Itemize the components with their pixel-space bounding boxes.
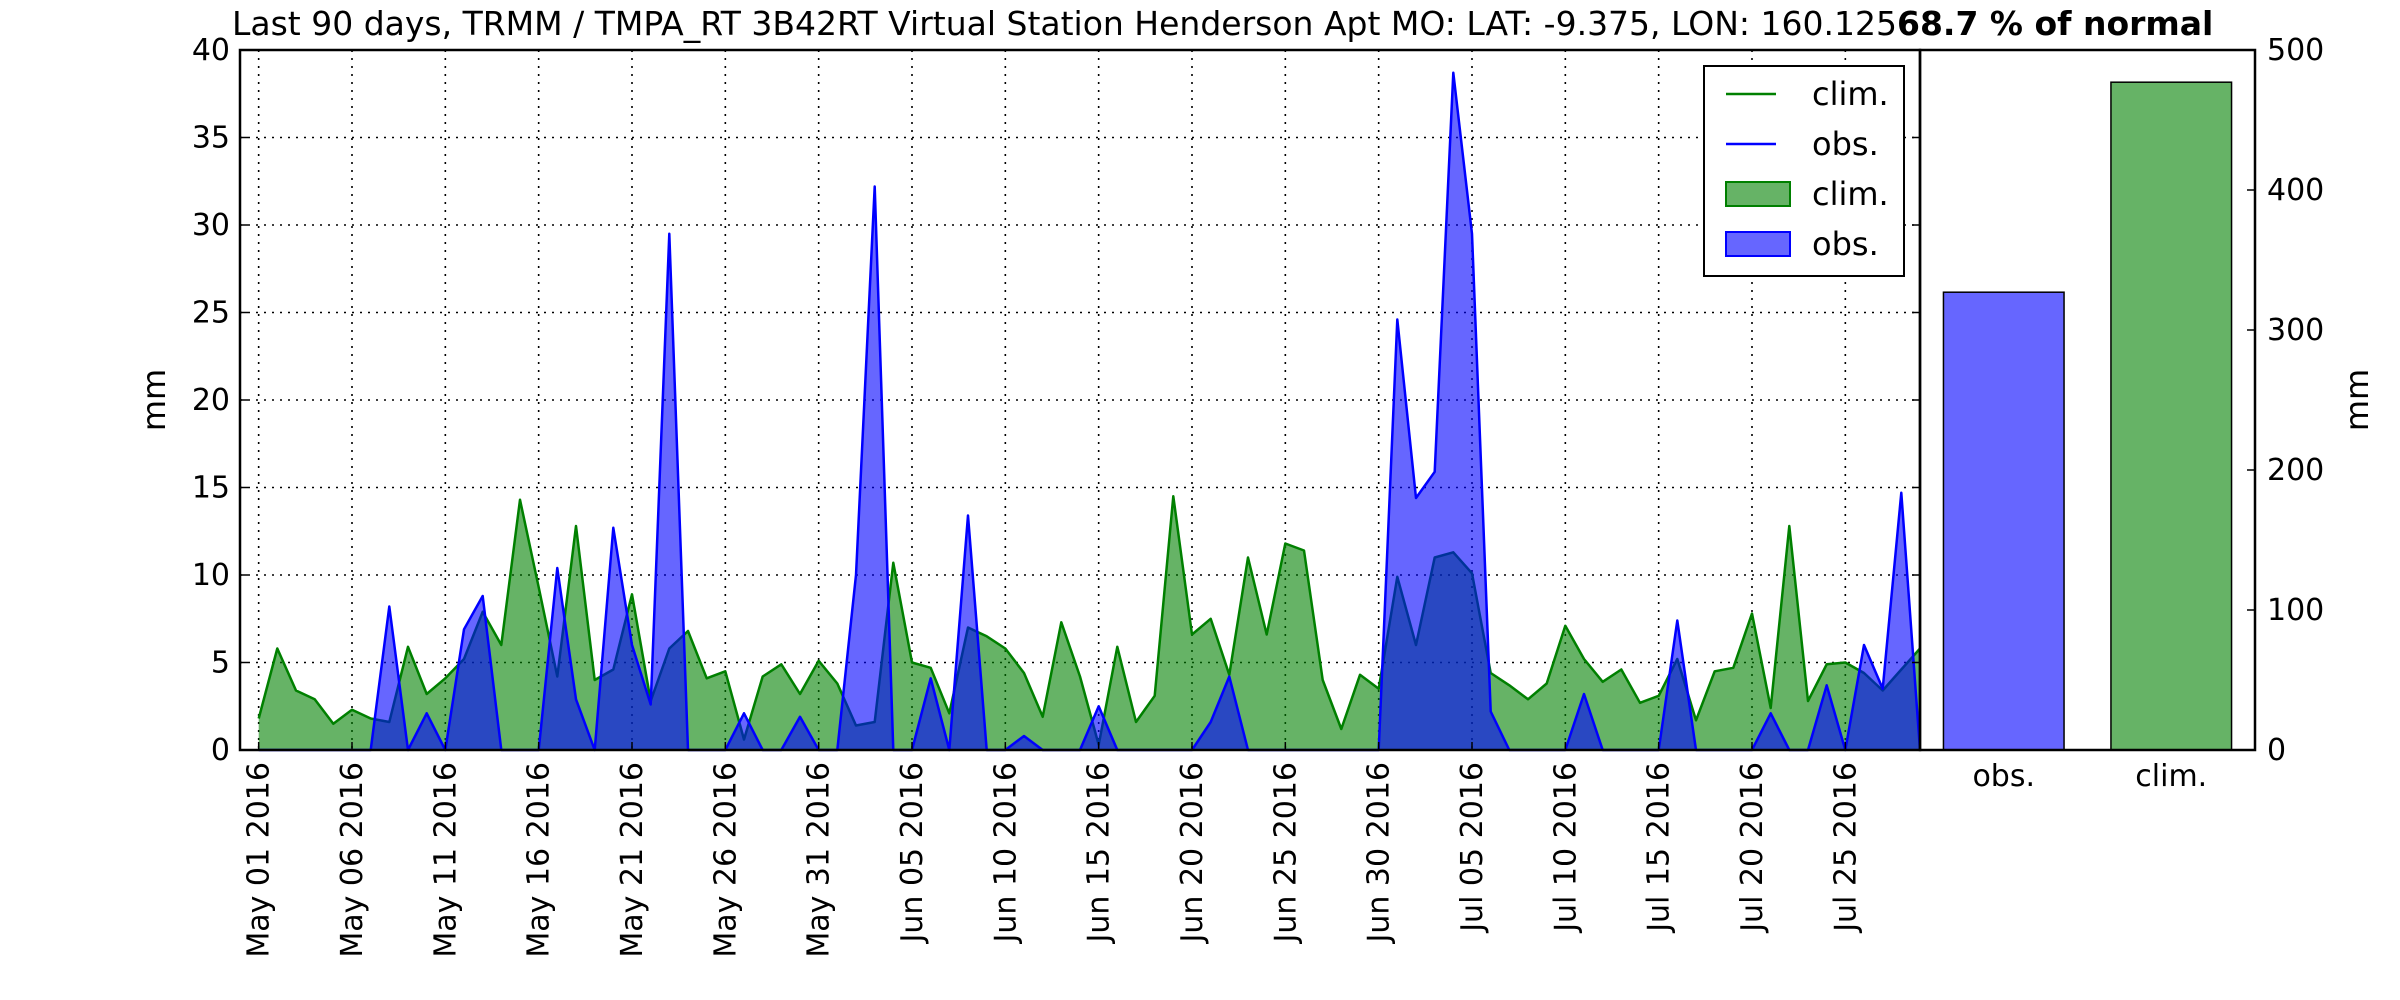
y-tick-label: 20 [192, 383, 230, 418]
bar-y-tick-label: 400 [2267, 173, 2324, 208]
area-obs [258, 72, 1921, 751]
y-tick-label: 30 [192, 208, 230, 243]
x-tick-label: Jun 10 2016 [988, 762, 1023, 944]
x-tick-label: Jun 05 2016 [895, 762, 930, 944]
main-plot-area: 0 5 10 15 20 25 30 35 40 May 01 2016 May 06 2016 Ma… [135, 33, 1922, 958]
legend-patch-clim-label: clim. [1812, 175, 1889, 213]
x-tick-label: Jul 15 2016 [1642, 762, 1677, 934]
y-tick-label: 5 [211, 646, 230, 681]
bar-y-tick-label: 0 [2267, 733, 2286, 768]
x-tick-label: Jul 25 2016 [1828, 762, 1863, 934]
bar-plot-frame [1918, 48, 2257, 752]
y-tick-label: 35 [192, 121, 230, 156]
bar-obs [1942, 291, 2065, 751]
x-tick-label: May 31 2016 [802, 762, 837, 958]
x-tick-label: Jun 25 2016 [1268, 762, 1303, 944]
x-tick-label: Jun 20 2016 [1175, 762, 1210, 944]
x-tick-label: Jul 10 2016 [1548, 762, 1583, 934]
legend-line-obs-label: obs. [1812, 125, 1879, 163]
bar-y-tick-label: 200 [2267, 453, 2324, 488]
x-tick-label: May 21 2016 [615, 762, 650, 958]
x-tick-label: May 26 2016 [708, 762, 743, 958]
x-tick-label: May 06 2016 [335, 762, 370, 958]
chart-title-percent: 68.7 % of normal [1897, 4, 2213, 43]
legend-patch-clim-swatch [1725, 181, 1791, 207]
x-tick-label: May 01 2016 [242, 762, 277, 958]
bar-series [1942, 81, 2233, 751]
main-y-axis-label: mm [135, 369, 173, 431]
main-series [257, 71, 1922, 752]
legend-patch-obs-swatch [1725, 231, 1791, 257]
x-tick-label: Jun 30 2016 [1362, 762, 1397, 944]
bar-y-tick-label: 500 [2267, 33, 2324, 68]
bar-clim [2110, 81, 2233, 751]
bar-plot-area: obs. clim. 0 100 200 300 400 500 mm [1918, 33, 2376, 794]
x-tick-label: May 11 2016 [428, 762, 463, 958]
chart-title-text: Last 90 days, TRMM / TMPA_RT 3B42RT Virt… [232, 4, 1897, 43]
legend: clim. obs. clim. obs. [1703, 65, 1905, 277]
legend-line-clim-label: clim. [1812, 75, 1889, 113]
y-tick-label: 40 [192, 33, 230, 68]
x-tick-label: May 16 2016 [522, 762, 557, 958]
bar-y-tick-label: 300 [2267, 313, 2324, 348]
line-clim [257, 495, 1921, 747]
x-tick-label: Jun 15 2016 [1082, 762, 1117, 944]
bar-category-label: clim. [2135, 759, 2207, 794]
chart-title: Last 90 days, TRMM / TMPA_RT 3B42RT Virt… [232, 4, 2213, 43]
x-tick-label: Jul 20 2016 [1735, 762, 1770, 934]
bar-y-tick-label: 100 [2267, 593, 2324, 628]
bar-y-axis-label: mm [2338, 369, 2376, 431]
y-tick-label: 25 [192, 296, 230, 331]
y-tick-label: 15 [192, 471, 230, 506]
bar-category-label: obs. [1972, 759, 2035, 794]
y-tick-label: 10 [192, 558, 230, 593]
y-tick-label: 0 [211, 733, 230, 768]
bar-ticks: obs. clim. 0 100 200 300 400 500 [1972, 33, 2324, 794]
legend-patch-obs-label: obs. [1812, 225, 1879, 263]
x-tick-label: Jul 05 2016 [1455, 762, 1490, 934]
main-ticks: 0 5 10 15 20 25 30 35 40 May 01 2016 May 06 2016 Ma… [192, 33, 1920, 958]
